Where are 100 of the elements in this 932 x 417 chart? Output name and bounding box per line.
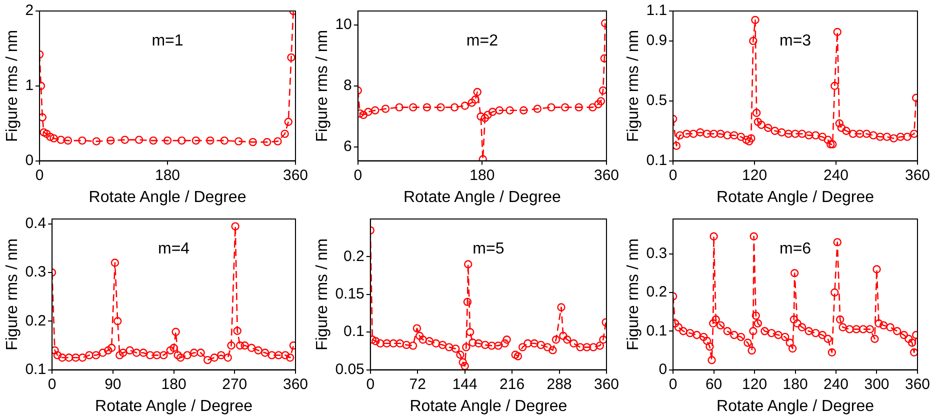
- point: [233, 326, 242, 335]
- point: [481, 340, 490, 350]
- point: [910, 348, 918, 356]
- point: [804, 327, 813, 336]
- x-tick-label: 240: [823, 166, 849, 184]
- point: [563, 336, 572, 344]
- point: [812, 131, 820, 140]
- point: [752, 108, 761, 117]
- y-tick-label: 0: [658, 360, 668, 378]
- point: [286, 354, 294, 362]
- y-tick-label: 0.5: [646, 92, 668, 110]
- point: [42, 130, 51, 138]
- point: [788, 344, 797, 353]
- annotation: m=6: [779, 240, 812, 258]
- point: [287, 53, 296, 62]
- y-tick-label: 0.4: [25, 215, 46, 232]
- x-tick-label: 360: [594, 376, 619, 393]
- point: [786, 338, 794, 347]
- point: [234, 137, 243, 146]
- point: [845, 325, 854, 334]
- point: [468, 98, 476, 107]
- point: [139, 348, 148, 357]
- x-tick-label: 144: [452, 376, 478, 393]
- x-axis-title: Rotate Angle / Degree: [88, 188, 246, 206]
- point: [484, 110, 492, 120]
- x-tick-label: 120: [742, 166, 768, 184]
- point: [848, 130, 858, 138]
- point: [760, 327, 769, 336]
- y-axis-title: Figure rms / nm: [625, 30, 642, 142]
- point: [886, 323, 894, 332]
- x-tick-label: 300: [864, 376, 890, 393]
- y-axis-title: Figure rms / nm: [625, 238, 642, 350]
- point: [576, 343, 584, 352]
- point: [900, 330, 908, 340]
- point: [780, 332, 790, 342]
- point: [178, 136, 186, 145]
- point: [702, 130, 712, 138]
- point: [674, 323, 683, 332]
- point: [744, 338, 752, 347]
- point: [764, 124, 772, 132]
- point: [118, 348, 128, 357]
- point: [830, 82, 839, 90]
- point: [784, 130, 793, 138]
- point: [828, 140, 837, 148]
- point: [192, 136, 200, 145]
- x-tick-label: 180: [782, 376, 808, 393]
- point: [231, 222, 240, 230]
- annotation: m=3: [779, 32, 812, 50]
- point: [52, 346, 59, 354]
- y-tick-label: 0.9: [646, 32, 668, 50]
- point: [495, 106, 504, 114]
- point: [371, 106, 380, 114]
- point: [770, 126, 779, 135]
- point: [730, 330, 738, 340]
- point: [183, 351, 192, 360]
- point: [745, 137, 754, 146]
- point: [533, 104, 542, 113]
- point: [56, 136, 65, 144]
- point: [874, 319, 883, 328]
- point: [557, 303, 566, 312]
- point: [382, 339, 391, 348]
- point: [408, 342, 418, 350]
- point: [596, 97, 606, 106]
- y-tick-label: 0.1: [344, 323, 364, 340]
- point: [749, 327, 758, 336]
- point: [381, 104, 390, 113]
- x-tick-label: 72: [409, 376, 426, 393]
- point: [64, 136, 72, 145]
- point: [358, 109, 364, 118]
- y-tick-label: 0.1: [646, 152, 668, 169]
- point: [511, 350, 520, 359]
- point: [804, 131, 813, 140]
- point: [236, 341, 244, 350]
- point: [706, 342, 714, 351]
- point: [478, 155, 487, 161]
- y-axis-title: Figure rms / nm: [314, 238, 332, 350]
- point: [196, 348, 205, 357]
- point: [260, 348, 270, 357]
- point: [730, 131, 738, 140]
- point: [716, 321, 725, 330]
- point: [710, 130, 718, 138]
- point: [548, 346, 557, 354]
- point: [559, 332, 568, 340]
- point: [444, 343, 454, 352]
- point: [166, 346, 174, 354]
- point: [488, 108, 497, 116]
- point: [828, 348, 836, 356]
- point: [480, 114, 490, 122]
- point: [460, 102, 470, 110]
- point: [452, 344, 460, 353]
- point: [708, 356, 716, 364]
- point: [747, 134, 756, 142]
- x-tick-label: 360: [594, 166, 619, 184]
- point: [146, 351, 154, 360]
- point: [682, 130, 691, 138]
- x-tick-label: 270: [222, 376, 248, 393]
- point: [114, 317, 122, 326]
- point: [543, 343, 552, 352]
- point: [830, 288, 839, 297]
- point: [866, 325, 874, 334]
